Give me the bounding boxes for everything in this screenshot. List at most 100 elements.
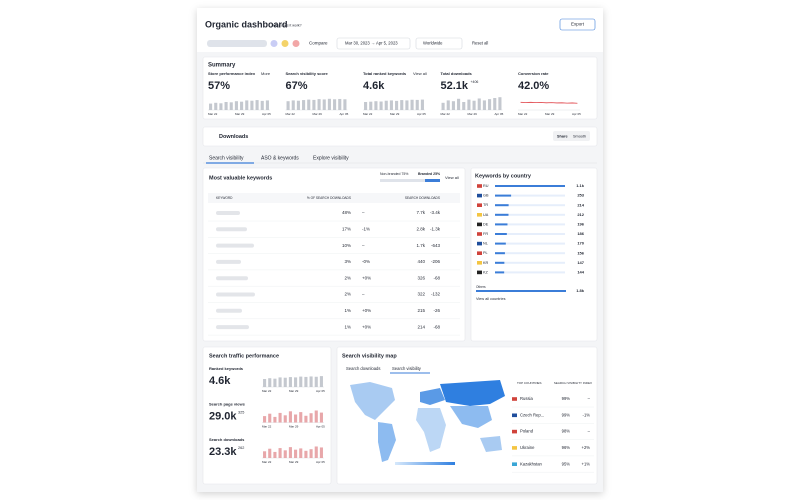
app-icons: [207, 40, 300, 47]
spark-date: Apr 05: [262, 112, 271, 116]
country-bar: [495, 242, 506, 245]
tab[interactable]: Search visibility: [209, 155, 244, 161]
metric-value: 42.0%: [518, 80, 549, 92]
cell-delta: -26: [433, 308, 440, 313]
spark-bar: [294, 414, 298, 423]
spark-date: Apr 05: [316, 389, 325, 393]
toggle-group[interactable]: [553, 131, 590, 141]
spark-date: Mar 22: [518, 112, 528, 116]
help-link[interactable]: How does it work?: [273, 23, 302, 27]
spark-date: Mar 22: [262, 424, 272, 428]
metric-link[interactable]: View all: [413, 71, 427, 76]
summary-title: Summary: [208, 63, 236, 69]
spark-bar: [263, 379, 267, 387]
spark-bar: [309, 376, 313, 387]
country-value: 170: [577, 241, 584, 246]
cell: 1.7k: [416, 243, 425, 248]
index-value: 99%: [562, 412, 571, 417]
cell: 1%: [344, 324, 351, 329]
spark-bar: [405, 100, 409, 110]
cell-delta: +0%: [362, 275, 371, 280]
cell-delta: –: [362, 210, 365, 215]
others-value: 1.8k: [576, 288, 585, 293]
spark-bar: [268, 448, 272, 458]
spark-bar: [451, 101, 455, 110]
view-all-link[interactable]: View all: [445, 175, 459, 180]
metric-label: Conversion rate: [518, 71, 549, 76]
spark-bar: [229, 102, 233, 110]
column-header: KEYWORD: [216, 196, 233, 200]
page-title: Organic dashboard: [205, 19, 288, 29]
tab[interactable]: ASO & keywords: [261, 155, 299, 161]
flag: [512, 429, 517, 434]
spark-bar: [288, 411, 292, 423]
cell-delta: -0%: [362, 259, 370, 264]
tab[interactable]: Explore visibility: [313, 155, 349, 161]
spark-bar: [299, 448, 303, 458]
view-all-countries[interactable]: View all countries: [476, 297, 506, 301]
export-button[interactable]: [559, 18, 596, 31]
compare-link[interactable]: Compare: [309, 41, 328, 46]
cell-delta: -68: [433, 275, 440, 280]
toggle[interactable]: Share: [557, 135, 568, 139]
cell-delta: -68: [433, 324, 440, 329]
metric-value: 57%: [208, 80, 230, 92]
cell: 2.8k: [416, 226, 425, 231]
region-select[interactable]: [415, 37, 463, 50]
spark-bar: [389, 100, 393, 110]
map-tab[interactable]: Search downloads: [346, 366, 380, 371]
index-delta: –: [588, 429, 591, 434]
cell-delta: +0%: [362, 308, 371, 313]
spark-bar: [288, 447, 292, 458]
country-bar: [495, 204, 509, 207]
country-bar: [495, 233, 507, 235]
legend-label: Branded 25%: [418, 172, 441, 176]
card-title: Keywords by country: [475, 173, 532, 179]
country-value: 186: [577, 231, 584, 236]
spark-bar: [374, 101, 378, 110]
table-header-bg: [208, 193, 460, 203]
others-bar: [476, 290, 566, 292]
export-label[interactable]: Export: [571, 22, 585, 27]
spark-date: Mar 29: [313, 112, 323, 116]
reset-link[interactable]: Reset all: [472, 41, 488, 46]
spark-bar: [283, 415, 287, 423]
spark-bar: [314, 376, 318, 387]
map-tab[interactable]: Search visibility: [392, 366, 422, 371]
country-bar: [495, 185, 565, 187]
legend-label: Non-branded 75%: [380, 172, 408, 176]
spark-bar: [278, 377, 282, 387]
spark-date: Apr 05: [495, 112, 504, 116]
spark-date: Mar 29: [289, 389, 299, 393]
spark-bar: [379, 101, 383, 110]
spark-bar: [493, 98, 497, 110]
blurred-keyword: [216, 292, 255, 297]
country-value: 212: [577, 212, 584, 217]
bar-track: [495, 271, 565, 274]
country-bar: [495, 223, 508, 226]
spark-bar: [294, 377, 298, 387]
spark-bar: [457, 98, 461, 110]
spark-bar: [477, 98, 481, 110]
cell-delta: -1.3k: [430, 226, 441, 231]
date-picker[interactable]: [336, 37, 411, 50]
country-bar: [495, 194, 512, 197]
country-name: Czech Rep...: [520, 412, 544, 417]
spark-bar: [268, 378, 272, 387]
bar-track: [495, 252, 565, 255]
country-code: RU: [483, 184, 489, 188]
spark-bar: [304, 376, 308, 387]
country-bar: [495, 213, 509, 216]
world-map: [350, 380, 505, 465]
flag: [477, 251, 482, 255]
spark-bar: [294, 449, 298, 458]
toggle[interactable]: Smooth: [573, 135, 586, 139]
country-name: Poland: [520, 429, 534, 434]
others-label: Others: [476, 285, 486, 289]
country-value: 144: [577, 269, 584, 274]
country-code: GB: [483, 194, 489, 198]
spark-bar: [278, 412, 282, 423]
metric-link[interactable]: More: [261, 71, 271, 76]
metric-label: Search page views: [209, 402, 246, 407]
spark-bar: [338, 98, 342, 110]
